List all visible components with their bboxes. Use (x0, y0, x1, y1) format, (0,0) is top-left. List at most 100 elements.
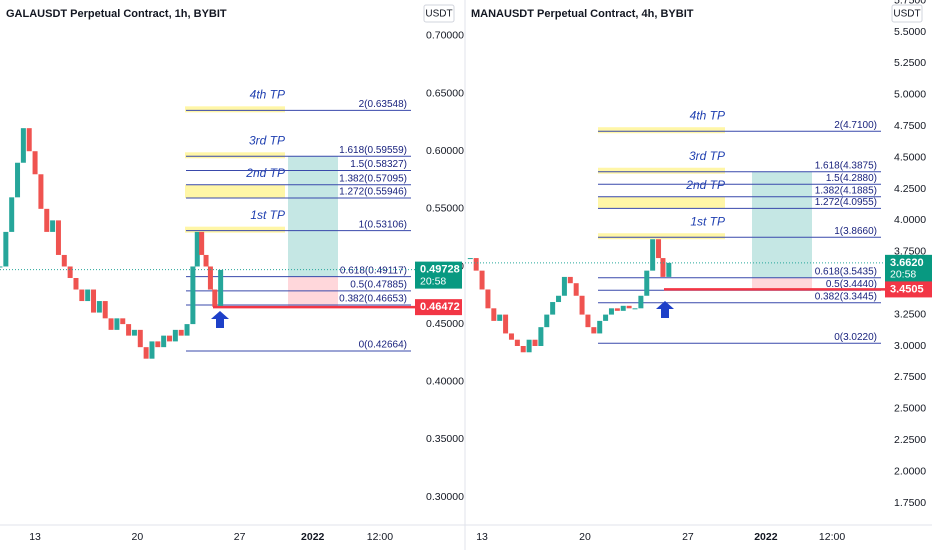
candle (666, 262, 672, 277)
candle (538, 327, 544, 346)
chart-title: GALAUSDT Perpetual Contract, 1h, BYBIT (6, 8, 227, 20)
candle (467, 258, 473, 260)
stop-tag-value: 3.4505 (890, 283, 924, 295)
y-tick-label: 0.40000 (426, 376, 464, 388)
fib-label: 1.618(0.59559) (339, 145, 407, 156)
candle (608, 308, 614, 315)
candle (579, 295, 585, 315)
candle (567, 276, 573, 284)
x-tick-label: 12:00 (819, 531, 845, 543)
candle (73, 278, 79, 290)
fib-label: 1.618(4.3875) (815, 160, 877, 171)
stop-zone (752, 277, 812, 290)
tp-label: 3rd TP (249, 133, 285, 147)
candle (561, 276, 567, 296)
arrow-up (656, 301, 674, 318)
candle (20, 128, 26, 163)
candle (137, 329, 143, 348)
fib-label: 0.618(0.49117) (340, 265, 407, 276)
fib-label: 1.272(4.0955) (815, 197, 877, 208)
fib-label: 1(0.53106) (359, 219, 407, 230)
candle (491, 308, 497, 321)
stop-tag (415, 299, 462, 316)
tp-label: 1st TP (250, 208, 285, 222)
candle (96, 301, 102, 313)
target-zone (752, 171, 812, 278)
fib-label: 0.382(0.46653) (339, 294, 407, 305)
fib-label: 1(3.8660) (834, 226, 877, 237)
tp-label: 4th TP (250, 87, 285, 101)
y-tick-label: 3.0000 (894, 340, 926, 352)
fib-label: 0(0.42664) (359, 340, 407, 351)
price-countdown: 20:58 (420, 275, 446, 287)
tp-label: 4th TP (690, 108, 725, 122)
fib-label: 1.5(0.58327) (350, 159, 407, 170)
y-tick-label: 2.2500 (894, 434, 926, 446)
y-tick-label: 4.5000 (894, 151, 926, 163)
fib-label: 1.272(0.55946) (339, 187, 407, 198)
candle (44, 208, 50, 232)
y-tick-label: 4.7500 (894, 120, 926, 132)
y-tick-label: 4.0000 (894, 214, 926, 226)
candle (9, 197, 15, 232)
candle (178, 329, 184, 336)
candle (503, 314, 509, 334)
y-tick-label: 2.5000 (894, 403, 926, 415)
candle (514, 339, 520, 346)
candle (656, 239, 662, 259)
candle (660, 258, 666, 277)
tp-label: 2nd TP (685, 178, 725, 192)
candle (638, 295, 644, 309)
tp-band (598, 233, 725, 240)
candle (85, 289, 91, 302)
candle (203, 254, 209, 267)
candle (626, 305, 632, 309)
y-tick-label: 0.30000 (426, 491, 464, 503)
y-tick-label: 3.7500 (894, 246, 926, 258)
fib-label: 0(3.0220) (834, 332, 877, 343)
price-countdown: 20:58 (890, 269, 916, 281)
candle (0, 266, 3, 268)
x-tick-label: 13 (29, 531, 41, 543)
tp-label: 2nd TP (245, 166, 285, 180)
candle (50, 220, 56, 232)
y-tick-label: 2.7500 (894, 371, 926, 383)
candle (102, 301, 108, 319)
fib-label: 1.5(4.2880) (826, 173, 877, 184)
fib-label: 1.382(0.57095) (339, 173, 407, 184)
chart-title: MANAUSDT Perpetual Contract, 4h, BYBIT (471, 8, 694, 20)
candle (149, 341, 155, 359)
x-tick-label: 20 (132, 531, 144, 543)
candle (199, 231, 205, 255)
candle (603, 314, 609, 321)
unit-box (423, 4, 455, 23)
candle (497, 314, 503, 321)
price-tag-value: 0.49728 (420, 264, 460, 276)
price-tag (885, 254, 932, 282)
price-tag-value: 3.6620 (890, 257, 924, 269)
y-tick-label: 4.2500 (894, 183, 926, 195)
candle (26, 128, 32, 152)
tp-band (185, 184, 285, 198)
candle (556, 295, 562, 303)
candle (508, 333, 514, 340)
candle (218, 269, 224, 307)
candle (143, 347, 149, 359)
y-tick-label: 0.55000 (426, 203, 464, 215)
fib-label: 2(4.7100) (834, 120, 877, 131)
fib-label: 0.5(3.4440) (826, 279, 877, 290)
x-tick-label: 13 (476, 531, 488, 543)
candle (207, 266, 213, 290)
candle (3, 231, 9, 267)
candle (520, 345, 526, 353)
candle (79, 289, 85, 302)
candle (91, 289, 97, 313)
y-tick-label: 5.0000 (894, 89, 926, 101)
candle (632, 308, 638, 310)
tp-band (598, 167, 725, 174)
fib-label: 0.5(0.47885) (350, 279, 407, 290)
axis-unit: USDT (893, 9, 920, 20)
tp-band (185, 152, 285, 159)
candle (526, 339, 532, 353)
